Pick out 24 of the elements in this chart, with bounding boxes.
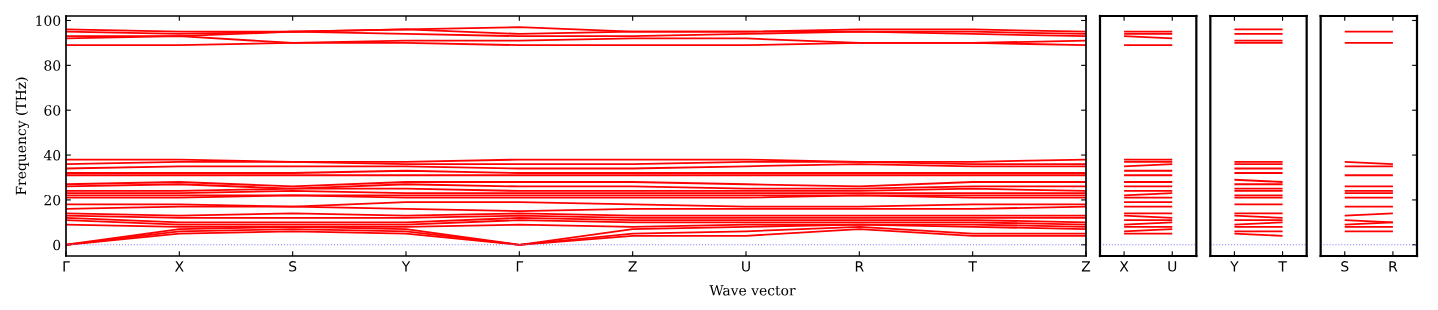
x-tick-label: R [1389, 261, 1398, 272]
x-tick-label: Y [1230, 261, 1239, 272]
x-tick-label: T [1278, 261, 1287, 272]
x-tick-label: U [742, 261, 750, 272]
y-tick-label: 40 [43, 150, 61, 161]
y-tick-label: 100 [36, 15, 61, 26]
x-axis-title: Wave vector [709, 285, 796, 296]
x-tick-label: Z [1081, 261, 1091, 272]
y-tick-label: 0 [53, 239, 61, 251]
x-tick-label: Y [401, 261, 411, 272]
x-tick-label: S [289, 261, 297, 272]
x-tick-label: Z [628, 261, 637, 272]
y-tick-label: 80 [44, 60, 61, 71]
x-tick-label: T [968, 261, 977, 272]
y-axis-title: Frequency (THz) [15, 77, 30, 195]
x-tick-label: R [855, 261, 864, 272]
x-tick-label: X [174, 261, 184, 272]
x-tick-label: Γ [516, 261, 524, 272]
x-tick-label: X [1119, 261, 1129, 272]
x-tick-label: S [1341, 261, 1349, 272]
x-tick-label: Γ [63, 261, 70, 272]
y-tick-label: 60 [44, 105, 61, 116]
x-tick-label: U [1168, 261, 1177, 272]
y-tick-label: 20 [44, 194, 61, 206]
